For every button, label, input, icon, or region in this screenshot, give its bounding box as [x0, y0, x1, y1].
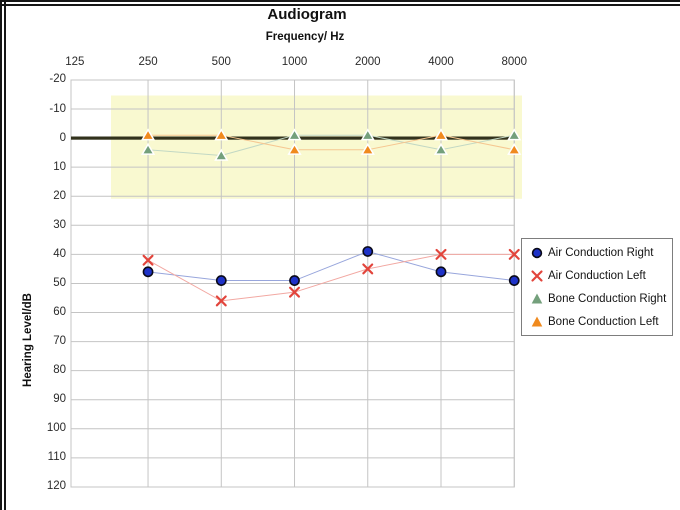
y-tick-label: 20: [53, 189, 66, 202]
frame-border-left-inner: [4, 0, 6, 510]
y-tick-label: 10: [53, 160, 66, 173]
series-markers-1: [142, 246, 520, 286]
y-tick-label: 110: [47, 451, 66, 464]
frame-border-left-outer: [0, 0, 2, 510]
legend-item: Bone Conduction Left: [530, 312, 672, 332]
legend-item: Air Conduction Left: [530, 266, 672, 286]
x-tick-label: 125: [65, 56, 85, 68]
x-tick-label: 4000: [428, 56, 454, 68]
circle-marker-icon: [530, 246, 544, 260]
y-tick-label: 50: [53, 276, 66, 289]
series-markers-2: [142, 248, 520, 307]
legend-label: Air Conduction Right: [548, 246, 654, 259]
x-marker-icon: [530, 269, 544, 283]
legend: Air Conduction Right Air Conduction Left B…: [521, 238, 673, 336]
y-tick-label: 90: [53, 393, 66, 406]
triangle-marker-icon: [530, 315, 544, 329]
x-tick-label: 250: [138, 56, 158, 68]
legend-label: Air Conduction Left: [548, 269, 646, 282]
legend-item: Bone Conduction Right: [530, 289, 672, 309]
x-tick-label: 8000: [501, 56, 528, 68]
series-line-2: [147, 253, 515, 302]
y-tick-label: 30: [53, 218, 66, 231]
chart-title: Audiogram: [267, 6, 347, 23]
y-tick-label: 80: [53, 364, 66, 377]
legend-label: Bone Conduction Right: [548, 292, 667, 305]
x-tick-label: 1000: [281, 56, 308, 68]
y-tick-label: -10: [49, 102, 66, 115]
y-tick-label: 70: [53, 335, 66, 348]
y-tick-label: 60: [53, 306, 66, 319]
series-markers-4: [140, 128, 522, 155]
y-tick-label: 120: [46, 480, 66, 493]
y-tick-label: 100: [46, 422, 66, 435]
x-tick-label: 2000: [354, 56, 381, 68]
x-axis-title: Frequency/ Hz: [265, 31, 345, 43]
normal-range-band: [111, 95, 522, 199]
triangle-marker-icon: [530, 292, 544, 306]
series-line-3: [148, 134, 515, 157]
frame-border-top-inner: [0, 4, 680, 6]
series-markers-3: [140, 128, 522, 161]
x-tick-label: 500: [211, 56, 231, 68]
y-tick-label: -20: [49, 73, 66, 86]
legend-item: Air Conduction Right: [530, 243, 672, 263]
y-tick-label: 0: [59, 131, 66, 144]
series-line-4: [148, 134, 515, 151]
series-line-1: [147, 250, 515, 282]
frame-border-top-outer: [0, 0, 680, 2]
y-tick-label: 40: [53, 247, 66, 260]
legend-label: Bone Conduction Left: [548, 315, 659, 328]
